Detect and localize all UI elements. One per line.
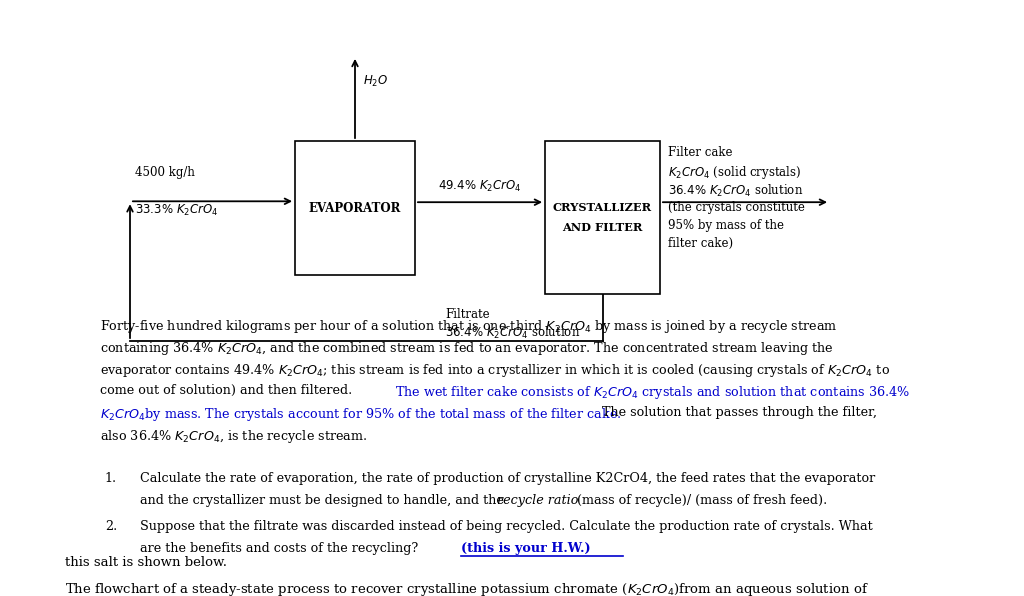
Text: The solution that passes through the filter,: The solution that passes through the fil… — [598, 406, 877, 419]
Text: (mass of recycle)/ (mass of fresh feed).: (mass of recycle)/ (mass of fresh feed). — [573, 494, 827, 507]
Text: $36.4\%\ K_2CrO_4$ solution: $36.4\%\ K_2CrO_4$ solution — [445, 325, 581, 341]
Text: Forty-five hundred kilograms per hour of a solution that is one-third $K_2CrO_4$: Forty-five hundred kilograms per hour of… — [100, 318, 838, 335]
Text: 1.: 1. — [105, 472, 117, 485]
Text: evaporator contains 49.4% $K_2CrO_4$; this stream is fed into a crystallizer in : evaporator contains 49.4% $K_2CrO_4$; th… — [100, 362, 890, 379]
Text: also 36.4% $K_2CrO_4$, is the recycle stream.: also 36.4% $K_2CrO_4$, is the recycle st… — [100, 428, 368, 445]
Text: 4500 kg/h: 4500 kg/h — [135, 166, 195, 179]
Text: The wet filter cake consists of $K_2CrO_4$ crystals and solution that contains 3: The wet filter cake consists of $K_2CrO_… — [395, 384, 910, 401]
Text: and the crystallizer must be designed to handle, and the: and the crystallizer must be designed to… — [140, 494, 508, 507]
Bar — [295, 141, 415, 275]
Text: $49.4\%\ K_2CrO_4$: $49.4\%\ K_2CrO_4$ — [438, 179, 522, 194]
Text: 2.: 2. — [105, 520, 118, 533]
Text: $33.3\%\ K_2CrO_4$: $33.3\%\ K_2CrO_4$ — [135, 203, 218, 218]
Text: filter cake): filter cake) — [668, 237, 733, 250]
Bar — [545, 141, 660, 294]
Text: EVAPORATOR: EVAPORATOR — [309, 201, 401, 215]
Text: recycle ratio: recycle ratio — [497, 494, 579, 507]
Text: come out of solution) and then filtered.: come out of solution) and then filtered. — [100, 384, 356, 397]
Text: Filter cake: Filter cake — [668, 146, 732, 159]
Text: (the crystals constitute: (the crystals constitute — [668, 201, 805, 214]
Text: Filtrate: Filtrate — [445, 308, 489, 321]
Text: 95% by mass of the: 95% by mass of the — [668, 219, 784, 232]
Text: $K_2CrO_4$ (solid crystals): $K_2CrO_4$ (solid crystals) — [668, 164, 802, 181]
Text: AND FILTER: AND FILTER — [562, 222, 643, 233]
Text: Calculate the rate of evaporation, the rate of production of crystalline K2CrO4,: Calculate the rate of evaporation, the r… — [140, 472, 876, 485]
Text: (this is your H.W.): (this is your H.W.) — [461, 542, 591, 555]
Text: Suppose that the filtrate was discarded instead of being recycled. Calculate the: Suppose that the filtrate was discarded … — [140, 520, 872, 533]
Text: $\mathit{H_2O}$: $\mathit{H_2O}$ — [362, 73, 388, 89]
Text: CRYSTALLIZER: CRYSTALLIZER — [553, 202, 652, 213]
Text: this salt is shown below.: this salt is shown below. — [65, 556, 227, 569]
Text: $K_2CrO_4$by mass. The crystals account for 95% of the total mass of the filter : $K_2CrO_4$by mass. The crystals account … — [100, 406, 622, 423]
Text: containing 36.4% $K_2CrO_4$, and the combined stream is fed to an evaporator. Th: containing 36.4% $K_2CrO_4$, and the com… — [100, 340, 834, 357]
Text: are the benefits and costs of the recycling?: are the benefits and costs of the recycl… — [140, 542, 422, 555]
Text: $36.4\%\ K_2CrO_4$ solution: $36.4\%\ K_2CrO_4$ solution — [668, 183, 803, 199]
Text: The flowchart of a steady-state process to recover crystalline potassium chromat: The flowchart of a steady-state process … — [65, 581, 869, 596]
